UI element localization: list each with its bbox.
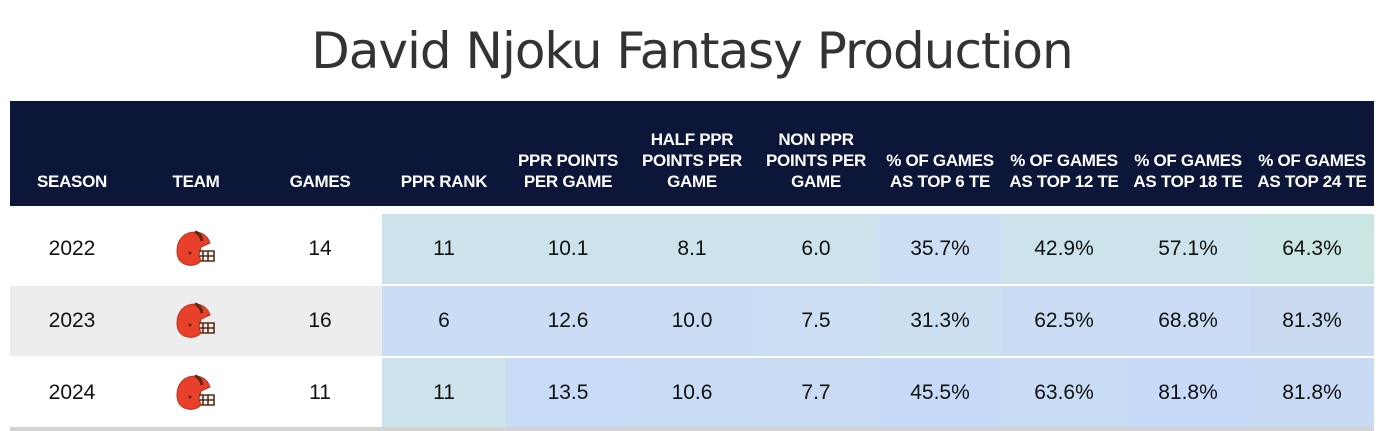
cell-top6: 31.3%: [878, 285, 1002, 358]
header-games: GAMES: [258, 101, 382, 206]
header-half-ppr-ppg: HALF PPR POINTS PER GAME: [630, 101, 754, 206]
cell-ppr-rank: 11: [382, 213, 506, 286]
header-team: TEAM: [134, 101, 258, 206]
cell-top12: 63.6%: [1002, 357, 1126, 431]
cell-games: 11: [258, 357, 382, 431]
cell-half-ppr-ppg: 10.0: [630, 285, 754, 358]
cell-ppr-rank: 6: [382, 285, 506, 358]
team-helmet-icon: [176, 302, 215, 338]
team-helmet-icon: [176, 230, 215, 266]
cell-team: [134, 213, 258, 286]
cell-non-ppr-ppg: 7.5: [754, 285, 878, 358]
cell-top12: 62.5%: [1002, 285, 1126, 358]
header-top18: % OF GAMES AS TOP 18 TE: [1126, 101, 1250, 206]
cell-non-ppr-ppg: 7.7: [754, 357, 878, 431]
header-row: SEASON TEAM GAMES PPR RANK PPR POINTS PER GA…: [10, 101, 1374, 206]
header-top24: % OF GAMES AS TOP 24 TE: [1250, 101, 1374, 206]
team-helmet-icon: [176, 374, 215, 410]
cell-team: [134, 357, 258, 431]
header-ppr-rank: PPR RANK: [382, 101, 506, 206]
cell-season: 2023: [10, 285, 134, 358]
cell-half-ppr-ppg: 8.1: [630, 213, 754, 286]
cell-top24: 64.3%: [1250, 213, 1374, 286]
header-ppr-ppg: PPR POINTS PER GAME: [506, 101, 630, 206]
cell-season: 2024: [10, 357, 134, 431]
cell-top18: 57.1%: [1126, 213, 1250, 286]
cell-team: [134, 285, 258, 358]
cell-ppr-ppg: 10.1: [506, 213, 630, 286]
table-row: 2022 14 11 10.1 8.1 6.0 35.7% 42.9% 57.1% 64.3%: [10, 213, 1374, 286]
cell-ppr-ppg: 13.5: [506, 357, 630, 431]
cell-top24: 81.3%: [1250, 285, 1374, 358]
page-title: David Njoku Fantasy Production: [311, 22, 1073, 80]
cell-top6: 35.7%: [878, 213, 1002, 286]
cell-top6: 45.5%: [878, 357, 1002, 431]
table-row: 2024 11 11 13.5 10.6 7.7 45.5% 63.6% 81.8% 81.8%: [10, 357, 1374, 431]
header-non-ppr-ppg: NON PPR POINTS PER GAME: [754, 101, 878, 206]
table-row: 2023 16 6 12.6 10.0 7.5 31.3% 62.5% 68.8% 81.3%: [10, 285, 1374, 358]
cell-top12: 42.9%: [1002, 213, 1126, 286]
cell-ppr-ppg: 12.6: [506, 285, 630, 358]
cell-top24: 81.8%: [1250, 357, 1374, 431]
header-top6: % OF GAMES AS TOP 6 TE: [878, 101, 1002, 206]
stats-table: SEASON TEAM GAMES PPR RANK PPR POINTS PER GA…: [10, 101, 1374, 431]
header-top12: % OF GAMES AS TOP 12 TE: [1002, 101, 1126, 206]
cell-top18: 81.8%: [1126, 357, 1250, 431]
header-season: SEASON: [10, 101, 134, 206]
cell-half-ppr-ppg: 10.6: [630, 357, 754, 431]
cell-top18: 68.8%: [1126, 285, 1250, 358]
cell-ppr-rank: 11: [382, 357, 506, 431]
cell-non-ppr-ppg: 6.0: [754, 213, 878, 286]
cell-games: 14: [258, 213, 382, 286]
cell-season: 2022: [10, 213, 134, 286]
cell-games: 16: [258, 285, 382, 358]
